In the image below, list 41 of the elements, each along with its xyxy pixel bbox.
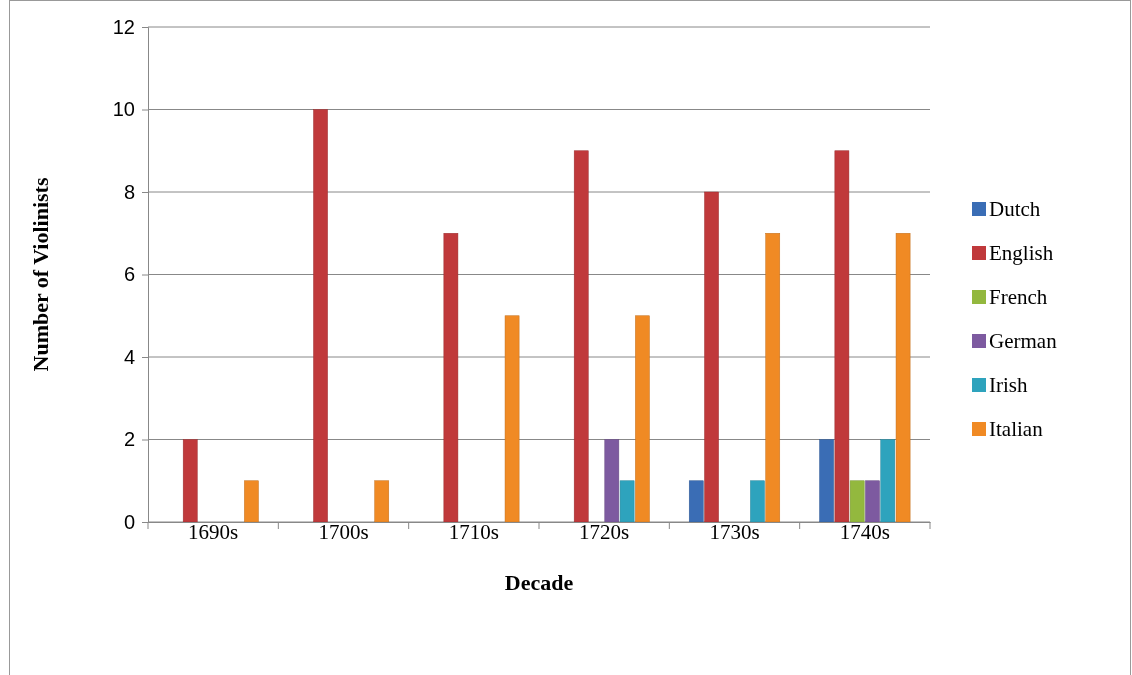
bar — [182, 439, 198, 523]
y-tick-label: 10 — [112, 98, 135, 121]
y-tick-label: 8 — [123, 180, 135, 203]
bar — [895, 233, 911, 523]
x-tick-label: 1700s — [318, 520, 369, 544]
bar — [604, 439, 620, 523]
legend-label: Irish — [989, 373, 1028, 397]
bar — [865, 480, 880, 523]
bar — [374, 480, 390, 523]
y-tick-label: 0 — [123, 510, 135, 533]
y-tick-label: 2 — [123, 428, 135, 451]
bar — [573, 150, 589, 523]
legend-label: Italian — [989, 417, 1044, 441]
bar — [688, 480, 704, 523]
bar — [849, 480, 865, 523]
bar — [619, 480, 635, 523]
x-tick-label: 1740s — [839, 520, 890, 544]
y-tick-label: 12 — [112, 15, 135, 38]
legend-label: French — [989, 285, 1048, 309]
bar — [880, 439, 896, 523]
y-axis-title: Number of Violinists — [28, 177, 53, 372]
bar — [313, 109, 328, 523]
legend-label: Dutch — [989, 197, 1041, 221]
x-tick-label: 1730s — [709, 520, 760, 544]
bar — [244, 480, 259, 523]
bar — [635, 315, 650, 523]
bar — [504, 315, 520, 523]
bar — [704, 191, 719, 523]
bar — [765, 233, 781, 523]
bar — [834, 150, 850, 523]
y-tick-label: 6 — [123, 263, 135, 286]
legend-label: English — [989, 241, 1054, 265]
bar — [819, 439, 834, 523]
x-tick-label: 1710s — [448, 520, 499, 544]
y-tick-label: 4 — [123, 345, 135, 368]
legend-label: German — [989, 329, 1058, 353]
x-tick-label: 1720s — [579, 520, 630, 544]
bar — [443, 233, 459, 523]
x-tick-label: 1690s — [188, 520, 239, 544]
bar — [750, 480, 765, 523]
x-axis-title: Decade — [504, 570, 574, 595]
